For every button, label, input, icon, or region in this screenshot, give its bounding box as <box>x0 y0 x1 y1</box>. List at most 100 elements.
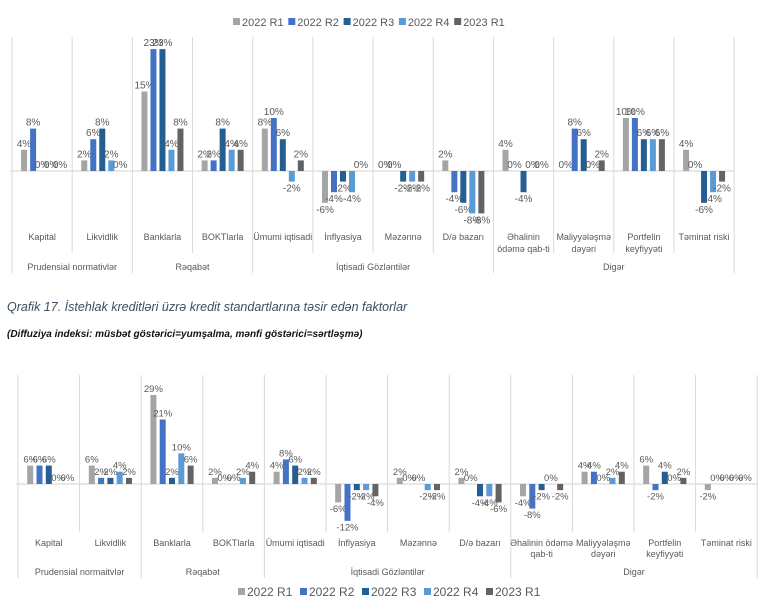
bar <box>363 484 370 491</box>
bar <box>704 484 711 491</box>
data-label: 4% <box>498 139 513 150</box>
data-label: 2% <box>294 149 309 160</box>
data-label: -6% <box>330 504 347 515</box>
bar <box>353 484 360 491</box>
data-label: 8% <box>26 118 41 129</box>
data-label: 4% <box>658 461 672 472</box>
bar <box>301 477 308 484</box>
group-label: Prudensial normaitvlər <box>35 567 125 577</box>
bar <box>261 128 268 171</box>
category-label: Məzənnə <box>385 232 422 242</box>
bar <box>348 171 355 193</box>
category-label-line: Məzənnə <box>385 232 422 242</box>
bar <box>239 477 246 484</box>
data-label: -6% <box>695 205 713 216</box>
bar <box>201 160 208 171</box>
category-label: Likvidlik <box>87 232 119 242</box>
legend-label: 2022 R2 <box>309 585 355 599</box>
bar <box>344 484 351 521</box>
bar <box>273 471 280 484</box>
bar <box>116 471 123 484</box>
category-label: İnflyasiya <box>338 538 376 548</box>
data-label: 6% <box>655 128 670 139</box>
bar <box>330 171 337 193</box>
bar <box>27 465 34 484</box>
data-label: -2% <box>358 492 375 503</box>
legend: 2022 R1 2022 R2 2022 R3 2022 R4 2023 R1 <box>238 585 541 599</box>
category-label-line: Əhalinin <box>507 232 540 242</box>
legend-item: 2022 R3 <box>362 585 417 599</box>
data-label: 6% <box>637 128 652 139</box>
data-label: 4% <box>233 139 248 150</box>
bar <box>150 49 157 171</box>
legend-label: 2023 R1 <box>495 585 541 599</box>
group-label: Rəqabət <box>186 567 221 577</box>
data-label: 4% <box>270 461 284 472</box>
legend-label: 2022 R2 <box>297 17 339 29</box>
bar <box>187 465 194 484</box>
bar <box>643 465 650 484</box>
category-label-line: Ümumi iqtisadi <box>253 232 312 242</box>
data-label: -8% <box>524 510 541 521</box>
data-label: 8% <box>173 118 188 129</box>
bar <box>108 160 115 171</box>
data-label: 0% <box>61 473 75 484</box>
data-label: -2% <box>699 492 716 503</box>
bar <box>649 139 656 171</box>
bar <box>321 171 328 203</box>
bar <box>212 477 218 484</box>
bar <box>409 171 416 182</box>
category-label: Kapital <box>35 538 63 548</box>
data-label: -6% <box>316 205 334 216</box>
bar <box>719 171 726 182</box>
category-label-line: Maliyyələşmə <box>576 538 631 548</box>
category-label: D/ə bazarı <box>459 538 501 548</box>
data-label: 4% <box>245 461 259 472</box>
data-label: 8% <box>258 118 273 129</box>
bar <box>631 118 638 171</box>
legend-item: 2022 R2 <box>300 585 355 599</box>
legend-label: 2022 R1 <box>247 585 293 599</box>
data-label: -2% <box>647 492 664 503</box>
bar <box>178 453 185 484</box>
category-label-line: Banklarla <box>153 538 191 548</box>
data-label: -8% <box>472 215 490 226</box>
category-label-line: BOKTlarla <box>213 538 255 548</box>
category-label-line: Təminat riski <box>701 538 752 548</box>
bar <box>297 160 304 171</box>
category-label-line: Əhalinin ödəmə <box>510 538 573 548</box>
data-label: -2% <box>419 492 436 503</box>
bar <box>598 160 605 171</box>
category-label-line: Təminat riski <box>679 232 730 242</box>
data-label: 2% <box>104 149 119 160</box>
category-label-line: Portfelin <box>627 232 660 242</box>
data-label: 4% <box>679 139 694 150</box>
data-label: 4% <box>587 461 601 472</box>
bar <box>520 171 527 193</box>
legend-label: 2022 R3 <box>353 17 395 29</box>
data-label: 0% <box>402 473 416 484</box>
bar <box>292 465 299 484</box>
bar <box>310 477 317 484</box>
data-label: -4% <box>445 194 463 205</box>
group-label: Digər <box>603 262 625 272</box>
data-label: -4% <box>481 498 498 509</box>
data-label: 2% <box>393 467 407 478</box>
data-label: 0% <box>596 473 610 484</box>
legend-item: 2022 R1 <box>233 17 284 29</box>
data-label: 0% <box>534 160 549 171</box>
bar <box>169 477 175 484</box>
data-label: 6% <box>639 455 653 466</box>
data-label: 0% <box>53 160 68 171</box>
legend-item: 2022 R4 <box>424 585 479 599</box>
bar <box>21 149 28 171</box>
category-label-line: keyfiyyəti <box>646 549 683 559</box>
category-label: Əhalinin ödəmə qab-ti <box>510 538 573 559</box>
bar <box>177 128 184 171</box>
bar <box>581 471 588 484</box>
legend-label: 2023 R1 <box>463 17 505 29</box>
data-label: 10% <box>264 107 284 118</box>
bar <box>701 171 708 203</box>
category-label: Banklarla <box>144 232 182 242</box>
data-label: -6% <box>454 205 472 216</box>
